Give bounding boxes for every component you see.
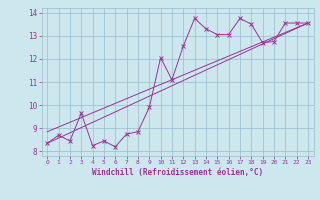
X-axis label: Windchill (Refroidissement éolien,°C): Windchill (Refroidissement éolien,°C) xyxy=(92,168,263,177)
